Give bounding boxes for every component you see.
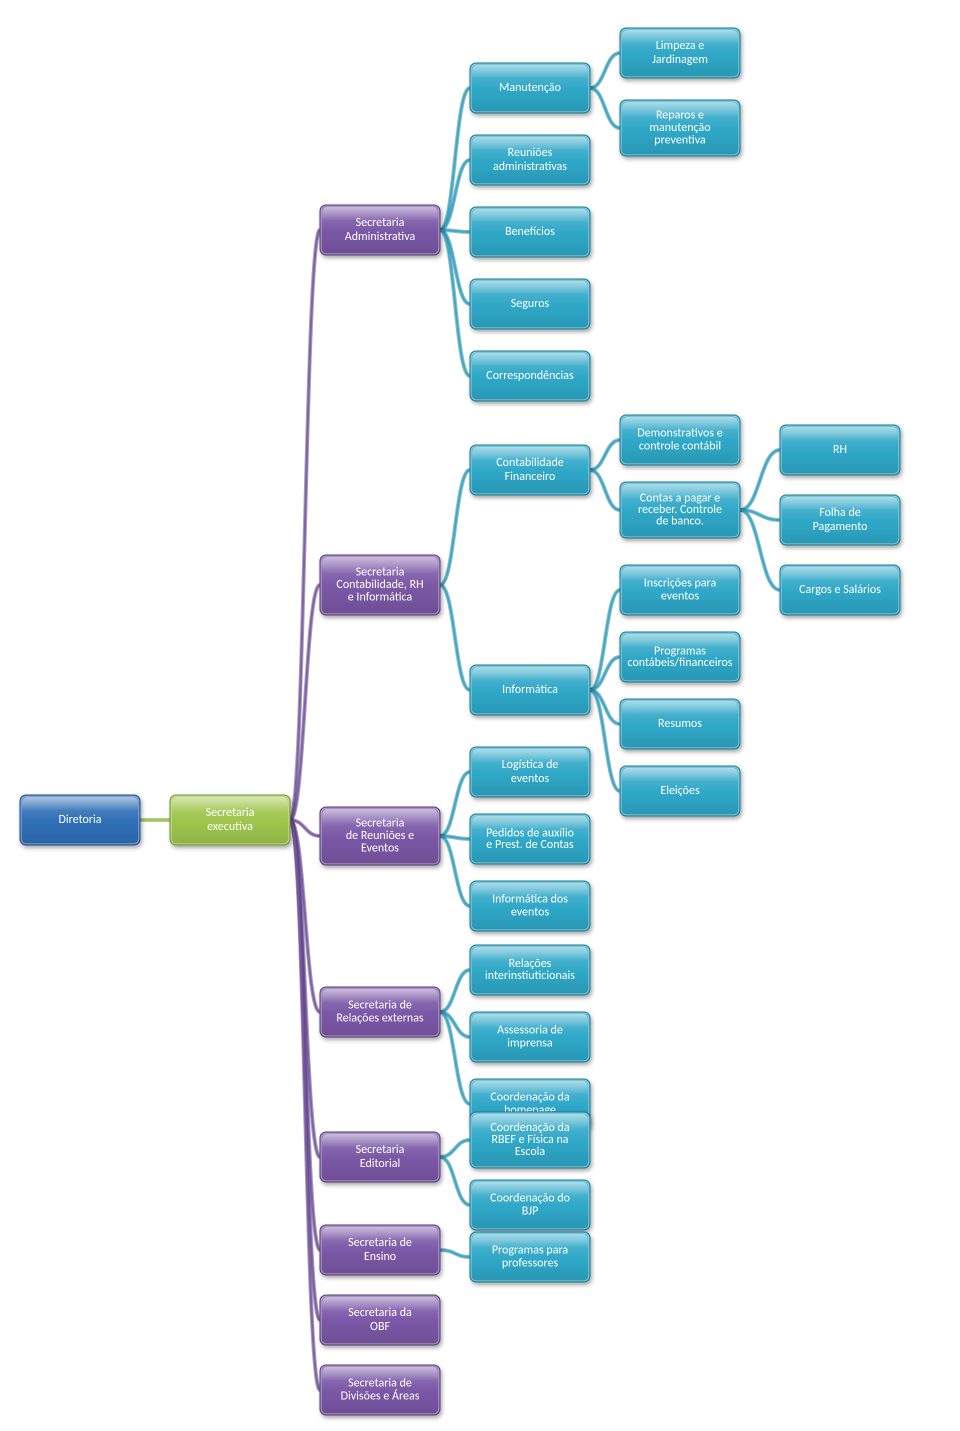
node-cont_fin: ContabilidadeFinanceiro [470, 445, 590, 495]
node-label-cargos: Cargos e Salários [799, 583, 881, 597]
node-label-corresp: Correspondências [486, 369, 574, 383]
node-reparos: Reparos emanutençãopreventiva [620, 100, 740, 156]
node-label-resumos: Resumos [658, 717, 702, 731]
node-cargos: Cargos e Salários [780, 565, 900, 615]
node-corresp: Correspondências [470, 351, 590, 401]
node-sec_edit: SecretariaEditorial [320, 1132, 440, 1182]
node-label-seguros: Seguros [511, 297, 550, 311]
node-label-manut: Manutenção [499, 81, 561, 95]
node-label-reparos: Reparos emanutençãopreventiva [649, 108, 710, 147]
node-rel_inter: Relaçõesinterinstiuticionais [470, 945, 590, 995]
node-diretoria: Diretoria [20, 795, 140, 845]
node-sec_cont: SecretariaContabilidade, RHe Informática [320, 555, 440, 615]
node-coord_bjp: Coordenação doBJP [470, 1180, 590, 1230]
node-contas: Contas a pagar ereceber. Controlede banc… [620, 482, 740, 538]
node-demo: Demonstrativos econtrole contábil [620, 415, 740, 465]
node-label-sec_rel: Secretaria deRelações externas [336, 999, 424, 1026]
node-sec_admin: SecretariaAdministrativa [320, 205, 440, 255]
node-coord_rbef: Coordenação daRBEF e Física naEscola [470, 1112, 590, 1168]
node-label-pedidos: Pedidos de auxílioe Prest. de Contas [486, 826, 574, 852]
node-label-informatica: Informática [502, 683, 558, 697]
node-assess: Assessoria deimprensa [470, 1012, 590, 1062]
node-inf_ev: Informática doseventos [470, 881, 590, 931]
node-eleicoes: Eleições [620, 766, 740, 816]
nodes-layer: Diretoria Secretariaexecutiva SecretariaAd… [20, 28, 900, 1415]
node-label-prog_prof: Programas paraprofessores [492, 1244, 569, 1271]
node-logist: Logística deeventos [470, 747, 590, 797]
node-resumos: Resumos [620, 699, 740, 749]
node-label-benef: Benefícios [505, 225, 555, 239]
node-label-cont_fin: ContabilidadeFinanceiro [496, 456, 563, 484]
node-label-limpeza: Limpeza eJardinagem [652, 39, 708, 67]
node-label-diretoria: Diretoria [59, 813, 102, 827]
node-sec_rel: Secretaria deRelações externas [320, 987, 440, 1037]
node-label-sec_exec: Secretariaexecutiva [206, 806, 255, 834]
node-informatica: Informática [470, 665, 590, 715]
node-sec_ensino: Secretaria deEnsino [320, 1225, 440, 1275]
node-sec_reun: Secretariade Reuniões eEventos [320, 807, 440, 865]
node-limpeza: Limpeza eJardinagem [620, 28, 740, 78]
node-folha: Folha dePagamento [780, 495, 900, 545]
node-reun_adm: Reuniõesadministrativas [470, 135, 590, 185]
node-label-demo: Demonstrativos econtrole contábil [637, 427, 722, 454]
node-prog_prof: Programas paraprofessores [470, 1232, 590, 1282]
node-pedidos: Pedidos de auxílioe Prest. de Contas [470, 814, 590, 864]
node-rh: RH [780, 425, 900, 475]
node-inscr: Inscrições paraeventos [620, 565, 740, 615]
node-sec_exec: Secretariaexecutiva [170, 795, 290, 845]
node-sec_obf: Secretaria daOBF [320, 1295, 440, 1345]
node-benef: Benefícios [470, 207, 590, 257]
node-label-rh: RH [833, 443, 847, 457]
node-prog_cont: Programascontábeis/financeiros [620, 632, 740, 682]
node-label-sec_edit: SecretariaEditorial [356, 1143, 405, 1171]
node-manut: Manutenção [470, 63, 590, 113]
node-label-folha: Folha dePagamento [813, 506, 868, 534]
org-chart: Diretoria Secretariaexecutiva SecretariaAd… [0, 0, 960, 1431]
node-label-eleicoes: Eleições [660, 784, 700, 798]
node-seguros: Seguros [470, 279, 590, 329]
node-label-sec_div: Secretaria deDivisões e Áreas [341, 1377, 420, 1404]
node-sec_div: Secretaria deDivisões e Áreas [320, 1365, 440, 1415]
